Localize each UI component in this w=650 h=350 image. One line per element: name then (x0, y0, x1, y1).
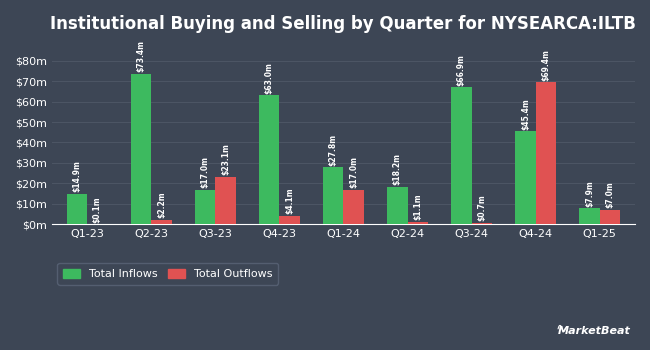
Bar (343, 190, 364, 224)
Text: $17.0m: $17.0m (200, 156, 209, 188)
Bar (151, 220, 172, 224)
Bar (323, 167, 343, 224)
Bar (259, 96, 280, 224)
Text: $17.0m: $17.0m (349, 156, 358, 188)
Text: $66.9m: $66.9m (457, 54, 466, 86)
Bar (536, 82, 556, 224)
Bar (215, 177, 236, 224)
Bar (579, 208, 600, 224)
Text: $63.0m: $63.0m (265, 62, 274, 94)
Bar (387, 187, 408, 224)
Legend: Total Inflows, Total Outflows: Total Inflows, Total Outflows (57, 263, 278, 285)
Bar (472, 223, 492, 224)
Bar (195, 190, 215, 224)
Text: $0.7m: $0.7m (477, 195, 486, 221)
Text: $14.9m: $14.9m (72, 160, 81, 192)
Text: $73.4m: $73.4m (136, 41, 146, 72)
Bar (600, 210, 620, 224)
Bar (131, 74, 151, 224)
Text: MarketBeat: MarketBeat (558, 326, 630, 336)
Bar (408, 222, 428, 224)
Text: $7.9m: $7.9m (585, 180, 594, 206)
Text: $27.8m: $27.8m (329, 134, 338, 166)
Bar (280, 216, 300, 224)
Text: $1.1m: $1.1m (413, 194, 423, 220)
Text: $45.4m: $45.4m (521, 98, 530, 130)
Bar (66, 194, 87, 224)
Text: $4.1m: $4.1m (285, 188, 294, 214)
Text: $0.1m: $0.1m (93, 196, 102, 223)
Text: $7.0m: $7.0m (606, 182, 614, 208)
Text: ∿: ∿ (556, 322, 567, 336)
Text: $23.1m: $23.1m (221, 144, 230, 175)
Text: $2.2m: $2.2m (157, 191, 166, 218)
Text: $69.4m: $69.4m (541, 49, 551, 80)
Text: $18.2m: $18.2m (393, 154, 402, 186)
Bar (451, 88, 472, 224)
Bar (515, 132, 536, 224)
Title: Institutional Buying and Selling by Quarter for NYSEARCA:ILTB: Institutional Buying and Selling by Quar… (51, 15, 636, 33)
